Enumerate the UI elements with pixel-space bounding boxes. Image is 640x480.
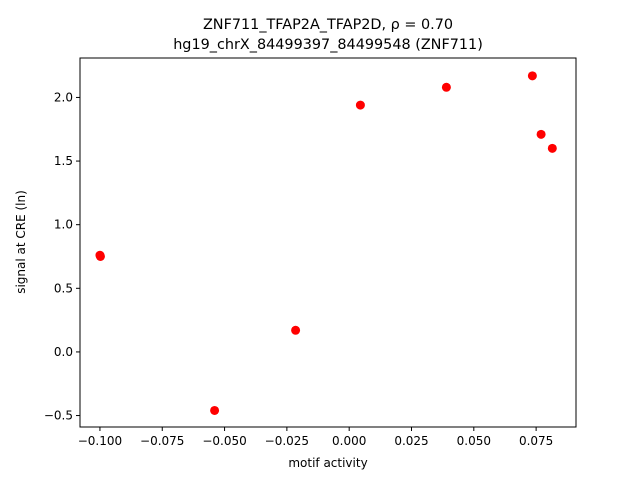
chart-title-line1: ZNF711_TFAP2A_TFAP2D, ρ = 0.70 <box>203 17 453 33</box>
y-axis-ticks: −0.5 0.0 0.5 1.0 1.5 2.0 <box>44 90 80 423</box>
y-tick-label: 0.5 <box>54 281 73 295</box>
data-points <box>95 71 557 415</box>
x-axis-ticks: −0.100 −0.075 −0.050 −0.025 0.000 0.025 0.050 0… <box>78 427 553 448</box>
x-tick-label: 0.025 <box>394 434 428 448</box>
data-point-8 <box>547 143 557 153</box>
x-tick-label: 0.000 <box>332 434 366 448</box>
plot-frame <box>79 57 577 428</box>
y-axis-label: signal at CRE (ln) <box>14 190 28 294</box>
data-point-1 <box>95 251 105 261</box>
y-tick-label: 2.0 <box>54 90 73 104</box>
data-point-2 <box>210 405 220 415</box>
x-tick-label: 0.050 <box>457 434 491 448</box>
data-point-4 <box>355 100 365 110</box>
data-point-6 <box>527 71 537 81</box>
y-tick-label: 0.0 <box>54 345 73 359</box>
y-tick-label: 1.5 <box>54 154 73 168</box>
data-point-5 <box>441 82 451 92</box>
y-tick-label: −0.5 <box>44 409 73 423</box>
x-tick-label: −0.100 <box>78 434 122 448</box>
x-axis-label: motif activity <box>288 456 367 470</box>
x-tick-label: −0.075 <box>140 434 184 448</box>
data-point-3 <box>291 325 301 335</box>
x-tick-label: −0.025 <box>265 434 309 448</box>
chart-title-line2: hg19_chrX_84499397_84499548 (ZNF711) <box>173 37 483 53</box>
data-point-7 <box>536 129 546 139</box>
y-tick-label: 1.0 <box>54 218 73 232</box>
x-tick-label: −0.050 <box>202 434 246 448</box>
x-tick-label: 0.075 <box>519 434 553 448</box>
